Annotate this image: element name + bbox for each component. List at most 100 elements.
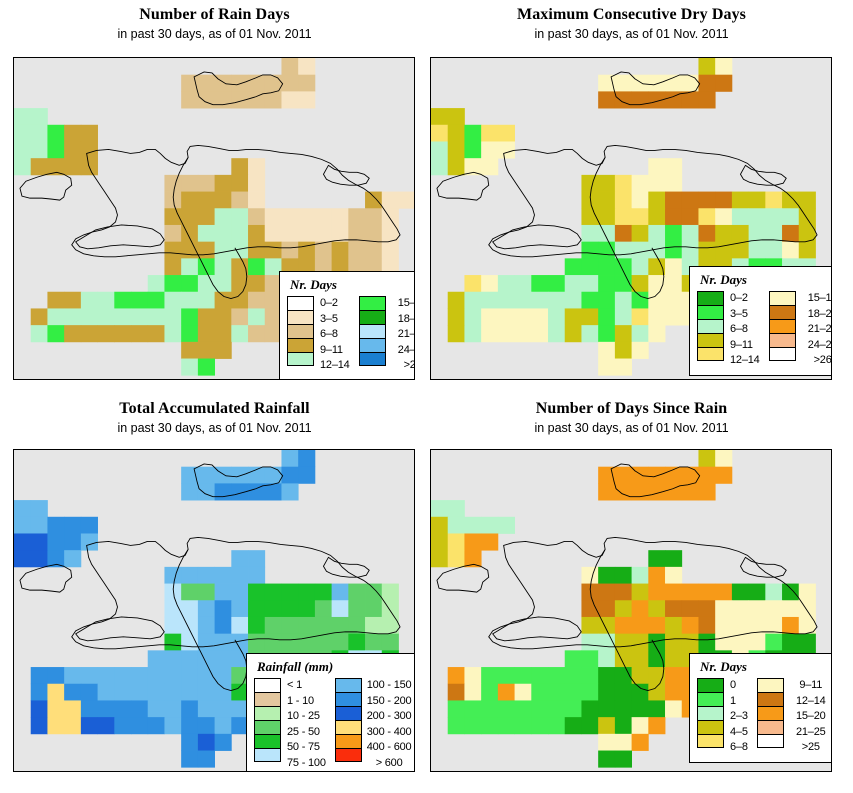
map-cell	[30, 516, 48, 534]
map-cell	[30, 683, 48, 701]
map-cell	[331, 600, 349, 618]
legend-label: 3–5	[730, 307, 748, 320]
map-cell	[531, 291, 549, 309]
map-canvas-days-since-rain[interactable]: Nr. Days 0 1 2–3 4–5 6–8 9–11 12–14 15–20 21–25 >…	[430, 449, 832, 772]
map-cell	[648, 600, 666, 618]
map-cell	[114, 700, 132, 718]
map-cell	[47, 516, 65, 534]
map-cell	[698, 633, 716, 651]
map-cell	[715, 208, 733, 226]
map-cell	[497, 683, 515, 701]
map-cell	[164, 275, 182, 293]
map-cell	[681, 74, 699, 92]
map-cell	[598, 325, 616, 343]
panel-total-accumulated-rainfall: Total Accumulated Rainfall in past 30 da…	[13, 400, 416, 772]
legend-label: 400 - 600	[366, 741, 412, 754]
map-cell	[30, 550, 48, 568]
map-cell	[231, 466, 249, 484]
legend-swatch	[334, 748, 362, 762]
legend-swatch-stack	[768, 291, 796, 369]
map-cell	[231, 650, 249, 668]
map-cell	[164, 650, 182, 668]
map-cell	[381, 616, 399, 635]
map-cell	[181, 600, 199, 618]
map-cell	[665, 683, 683, 701]
map-cell	[231, 616, 249, 635]
map-cell	[681, 91, 699, 109]
map-cell	[181, 483, 199, 501]
map-cell	[715, 633, 733, 651]
map-cell	[614, 483, 632, 501]
map-cell	[264, 483, 282, 501]
map-cell	[14, 158, 32, 176]
map-cell	[248, 308, 266, 326]
map-canvas-rain-days[interactable]: Nr. Days 0–2 3–5 6–8 9–11 12–14 15–17 18–20 21–…	[13, 57, 415, 380]
map-canvas-dry-days[interactable]: Nr. Days 0–2 3–5 6–8 9–11 12–14 15–17 18–20 21–…	[430, 57, 832, 380]
legend-swatch	[254, 692, 281, 706]
map-cell	[581, 566, 599, 584]
map-cell	[281, 483, 299, 501]
map-cell	[782, 616, 800, 635]
map-cell	[197, 733, 215, 751]
panel-1-title: Number of Rain Days	[139, 6, 290, 23]
map-cell	[314, 208, 333, 226]
map-cell	[698, 466, 716, 484]
legend-label: 12–14	[320, 359, 350, 372]
map-cell	[698, 583, 716, 601]
map-cell	[197, 191, 215, 209]
map-cell	[248, 633, 266, 651]
map-cell	[548, 667, 566, 685]
map-cell	[164, 633, 182, 651]
map-cell	[464, 325, 482, 343]
legend-swatch	[254, 678, 281, 692]
map-cell	[631, 174, 649, 192]
map-cell	[30, 717, 48, 735]
map-cell	[614, 566, 632, 584]
map-cell	[14, 500, 32, 518]
map-cell	[631, 566, 649, 584]
map-cell	[631, 341, 649, 359]
map-cell	[631, 700, 649, 718]
map-cell	[514, 275, 532, 293]
map-cell	[614, 341, 632, 359]
legend-label: 9–11	[730, 338, 753, 351]
map-cell	[665, 208, 683, 226]
legend-column: 9–11 12–14 15–20 21–25 >25	[756, 678, 831, 756]
map-cell	[748, 633, 766, 651]
legend-swatch-stack	[697, 291, 724, 369]
map-cell	[798, 583, 816, 601]
map-cell	[698, 91, 716, 109]
legend-swatch	[287, 352, 314, 366]
map-cell	[715, 583, 733, 601]
map-cell	[798, 191, 816, 209]
map-cell	[748, 224, 766, 243]
map-cell	[14, 533, 32, 551]
map-cell	[181, 325, 199, 343]
map-cell	[648, 241, 666, 259]
map-canvas-rainfall[interactable]: Rainfall (mm) < 1 1 - 10 10 - 25 25 - 50 50 …	[13, 449, 415, 772]
legend-2-entries: 0–2 3–5 6–8 9–11 12–14 15–17 18–20 21–23 24–26 >2…	[697, 291, 831, 369]
map-cell	[715, 466, 733, 484]
map-cell	[64, 533, 82, 551]
map-cell	[464, 700, 482, 718]
legend-label-stack: 0–2 3–5 6–8 9–11 12–14	[724, 291, 760, 369]
legend-swatch	[334, 692, 362, 706]
legend-swatch	[697, 692, 724, 706]
legend-label: 10 - 25	[287, 710, 320, 723]
legend-label: > 600	[375, 756, 403, 769]
legend-swatch-stack	[756, 678, 784, 756]
map-cell	[497, 124, 515, 142]
map-cell	[598, 700, 616, 718]
map-cell	[798, 616, 816, 635]
map-cell	[298, 616, 316, 635]
map-cell	[381, 191, 399, 209]
map-cell	[665, 550, 683, 568]
map-cell	[698, 208, 716, 226]
legend-swatch	[358, 296, 386, 310]
map-cell	[598, 275, 616, 293]
map-cell	[197, 74, 215, 92]
map-cell	[181, 667, 199, 685]
map-cell	[381, 583, 399, 601]
map-cell	[665, 616, 683, 635]
map-cell	[365, 208, 383, 226]
